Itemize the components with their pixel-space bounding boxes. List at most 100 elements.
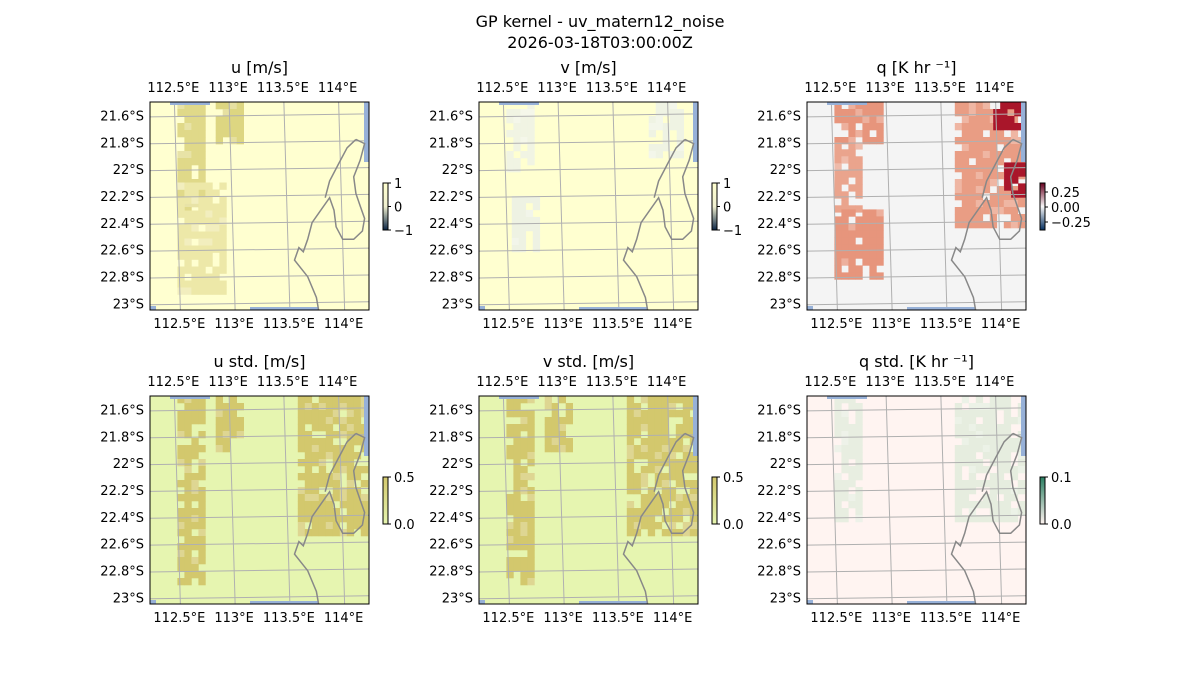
field-cell — [626, 466, 635, 474]
field-cell — [184, 445, 192, 453]
field-cell — [961, 445, 970, 453]
field-cell — [532, 237, 541, 246]
gridline-lon — [173, 102, 181, 310]
field-cell — [954, 515, 963, 523]
field-cell — [229, 123, 237, 131]
map-panel-6: q std. [K hr ⁻¹]112.5°E112.5°E113°E113°E… — [757, 352, 1071, 626]
field-cell — [996, 172, 1005, 180]
field-cell — [544, 403, 552, 411]
field-cell — [654, 459, 663, 467]
field-cell — [304, 431, 313, 439]
field-cell — [876, 109, 884, 117]
field-cell — [506, 396, 514, 404]
colorbar-tick-label: 0.5 — [723, 471, 744, 486]
field-cell — [869, 244, 877, 252]
field-cell — [325, 403, 334, 411]
field-cell — [332, 431, 341, 439]
field-cell — [551, 431, 559, 439]
field-cell — [841, 431, 849, 439]
sea-edge — [364, 102, 369, 162]
gridline-lat — [807, 167, 1026, 172]
field-cell — [834, 515, 842, 523]
field-cell — [229, 109, 237, 117]
field-cell — [626, 501, 635, 509]
field-cell — [1003, 466, 1012, 474]
field-cell — [841, 508, 849, 516]
field-cell — [565, 417, 573, 425]
field-cell — [513, 515, 521, 523]
field-cell — [177, 287, 185, 295]
field-cell — [198, 182, 206, 190]
field-cell — [198, 543, 206, 551]
field-cell — [527, 550, 535, 558]
field-cell — [346, 424, 355, 432]
field-cell — [346, 438, 355, 446]
field-cell — [177, 102, 185, 110]
field-cell — [339, 487, 348, 495]
field-cell — [954, 508, 963, 516]
field-cell — [841, 396, 849, 404]
field-cell — [982, 480, 991, 488]
sea-edge — [479, 306, 485, 310]
field-cell — [513, 501, 521, 509]
field-cell — [689, 459, 698, 467]
field-cell — [855, 501, 863, 509]
x-tick-label-bottom: 114°E — [653, 317, 693, 332]
sea-edge — [907, 307, 975, 310]
field-cell — [675, 515, 684, 523]
field-cell — [513, 109, 521, 117]
field-cell — [219, 280, 227, 288]
x-tick-label-bottom: 112.5°E — [482, 317, 534, 332]
field-cell — [1003, 515, 1012, 523]
field-cell — [198, 431, 206, 439]
field-cell — [198, 550, 206, 558]
field-cell — [177, 172, 185, 180]
field-cell — [989, 452, 998, 460]
field-cell — [212, 203, 220, 211]
gridline-lat — [150, 247, 369, 252]
field-cell — [353, 417, 362, 425]
field-cell — [297, 522, 306, 530]
field-cell — [996, 466, 1005, 474]
field-cell — [869, 272, 877, 280]
field-cell — [968, 137, 977, 145]
y-tick-label: 22.2°S — [100, 190, 144, 205]
field-cell — [506, 158, 514, 166]
field-cell — [339, 466, 348, 474]
field-cell — [626, 403, 635, 411]
field-cell — [511, 237, 520, 246]
field-cell — [215, 403, 223, 411]
field-cell — [640, 515, 649, 523]
field-cell — [520, 109, 528, 117]
x-tick-label-top: 114°E — [647, 81, 687, 96]
field-cell — [855, 459, 863, 467]
x-tick-label-top: 113°E — [537, 81, 577, 96]
field-cell — [236, 424, 244, 432]
field-cell — [855, 216, 863, 224]
field-cell — [975, 102, 984, 110]
field-cell — [346, 466, 355, 474]
field-cell — [968, 487, 977, 495]
field-cell — [996, 501, 1005, 509]
field-cell — [633, 508, 642, 516]
field-cell — [198, 137, 206, 145]
field-cell — [633, 452, 642, 460]
field-cell — [876, 223, 884, 231]
field-cell — [527, 529, 535, 537]
field-cell — [229, 130, 237, 138]
field-cell — [198, 109, 206, 117]
field-cell — [222, 109, 230, 117]
field-cell — [544, 431, 552, 439]
field-cell — [198, 238, 206, 246]
field-cell — [353, 508, 362, 516]
colorbar — [711, 182, 718, 231]
field-cell — [834, 184, 842, 192]
coastline — [950, 432, 1023, 604]
field-cell — [975, 403, 984, 411]
field-cell — [184, 557, 192, 565]
field-cell — [191, 245, 199, 253]
field-cell — [215, 116, 223, 124]
field-cell — [689, 529, 698, 537]
field-cell — [513, 438, 521, 446]
field-cell — [360, 522, 369, 530]
